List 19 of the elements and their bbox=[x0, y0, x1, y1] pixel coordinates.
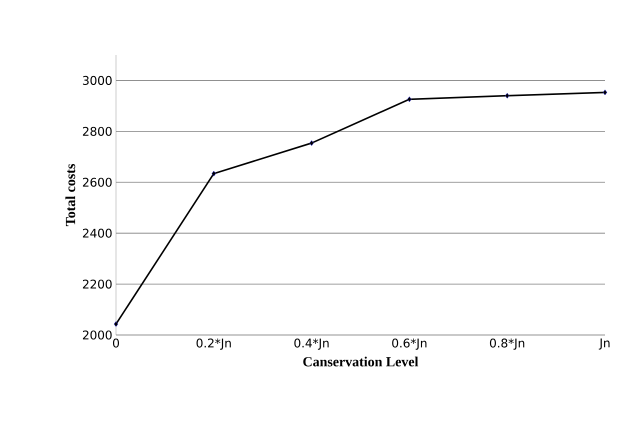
y-tick-label: 2200 bbox=[82, 280, 112, 289]
y-tick-label: 2600 bbox=[82, 178, 112, 187]
x-tick-label: Jn bbox=[598, 338, 610, 350]
point bbox=[602, 90, 608, 96]
x-tick-label: 0.8*Jn bbox=[490, 338, 524, 350]
x-tick-label: 0.2*Jn bbox=[196, 338, 231, 350]
y-tick-label: 2800 bbox=[82, 126, 112, 136]
x-axis-title: Canservation Level bbox=[303, 356, 418, 366]
x-tick-label: 0.4*Jn bbox=[294, 338, 329, 350]
point bbox=[407, 96, 412, 102]
point bbox=[114, 321, 118, 327]
y-tick-label: 2000 bbox=[82, 330, 112, 340]
point bbox=[309, 140, 314, 146]
x-tick-label: 0 bbox=[112, 338, 120, 348]
y-tick-label: 2400 bbox=[82, 228, 112, 238]
point bbox=[212, 170, 216, 176]
x-tick-label: 0.6*Jn bbox=[392, 338, 426, 350]
y-tick-label: 3000 bbox=[82, 76, 112, 85]
y-axis-title: Total costs bbox=[65, 164, 76, 226]
